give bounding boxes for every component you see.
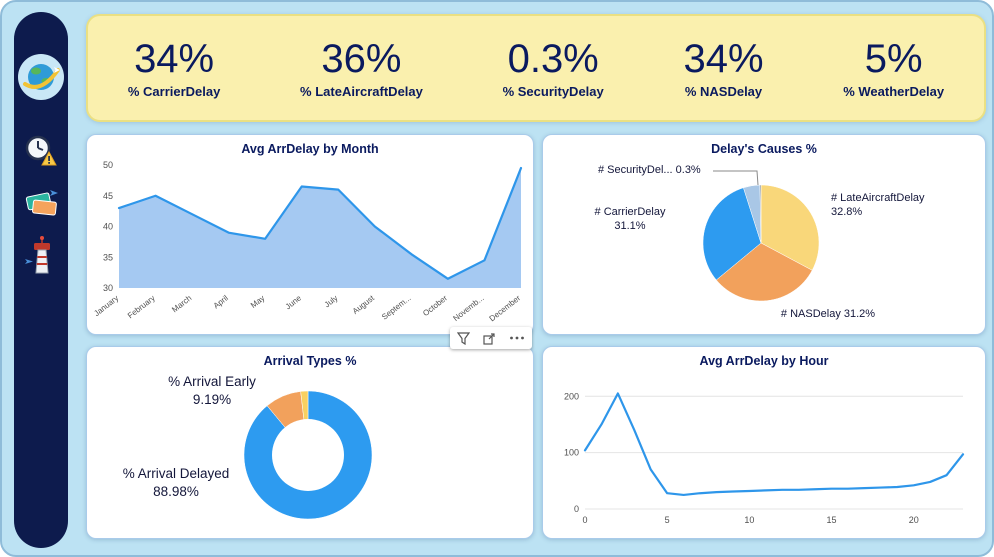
kpi-value: 34% bbox=[683, 37, 764, 81]
avg-arrdelay-by-hour-line-chart[interactable]: 0 100 200 0 5 10 15 20 bbox=[553, 375, 977, 533]
kpi-weather-delay: 5% % WeatherDelay bbox=[843, 37, 944, 99]
svg-text:50: 50 bbox=[103, 160, 113, 170]
visual-hover-toolbar bbox=[450, 327, 532, 349]
airline-logo-icon[interactable] bbox=[18, 54, 64, 100]
control-tower-icon bbox=[25, 236, 50, 274]
svg-text:July: July bbox=[323, 293, 340, 309]
kpi-label: % WeatherDelay bbox=[843, 84, 945, 99]
svg-text:June: June bbox=[284, 293, 304, 311]
svg-text:40: 40 bbox=[103, 222, 113, 232]
svg-text:45: 45 bbox=[103, 191, 113, 201]
svg-text:0: 0 bbox=[582, 515, 587, 525]
svg-text:10: 10 bbox=[744, 515, 754, 525]
svg-text:0: 0 bbox=[574, 504, 579, 514]
svg-text:5: 5 bbox=[665, 515, 670, 525]
delay-causes-pie-chart[interactable] bbox=[671, 155, 851, 327]
kpi-value: 0.3% bbox=[507, 37, 599, 81]
kpi-label: % SecurityDelay bbox=[502, 84, 604, 99]
card-arrival-types: Arrival Types % % Arrival Early 9.19% % … bbox=[86, 346, 534, 539]
card-avg-arrdelay-by-month: Avg ArrDelay by Month 30 35 40 45 50 January F… bbox=[86, 134, 534, 335]
svg-text:Septem...: Septem... bbox=[380, 293, 413, 321]
svg-text:April: April bbox=[212, 293, 230, 310]
kpi-label: % LateAircraftDelay bbox=[300, 84, 423, 99]
kpi-label: % NASDelay bbox=[684, 84, 763, 99]
card-avg-arrdelay-by-hour: Avg ArrDelay by Hour 0 100 200 0 5 10 15 20 bbox=[542, 346, 986, 539]
svg-text:35: 35 bbox=[103, 252, 113, 262]
svg-text:30: 30 bbox=[103, 283, 113, 293]
svg-text:February: February bbox=[126, 293, 157, 320]
filter-funnel-icon[interactable] bbox=[456, 331, 470, 345]
kpi-banner: 34% % CarrierDelay 36% % LateAircraftDel… bbox=[86, 14, 986, 122]
kpi-nas-delay: 34% % NASDelay bbox=[683, 37, 763, 99]
airport-tower-icon[interactable] bbox=[21, 236, 61, 276]
donut-label-arrival-early: % Arrival Early 9.19% bbox=[168, 374, 256, 408]
tickets-plane-icon bbox=[25, 190, 58, 216]
chart-title: Avg ArrDelay by Month bbox=[241, 142, 379, 156]
arrival-types-donut-chart[interactable] bbox=[223, 375, 393, 537]
avg-arrdelay-by-month-area-chart[interactable]: 30 35 40 45 50 January February March April May Ju… bbox=[93, 157, 531, 333]
card-delay-causes: Delay's Causes % # SecurityDel... 0.3% #… bbox=[542, 134, 986, 335]
delay-clock-icon[interactable] bbox=[21, 132, 61, 172]
svg-text:Novemb...: Novemb... bbox=[451, 293, 485, 323]
svg-text:August: August bbox=[351, 293, 377, 316]
kpi-value: 36% bbox=[321, 37, 402, 81]
pie-label-nas-delay: # NASDelay 31.2% bbox=[780, 308, 876, 320]
pie-label-security-delay: # SecurityDel... 0.3% bbox=[598, 164, 701, 176]
kpi-label: % CarrierDelay bbox=[127, 84, 221, 99]
donut-label-arrival-delayed: % Arrival Delayed 88.98% bbox=[122, 466, 230, 500]
clock-warning-icon bbox=[25, 135, 57, 166]
svg-text:200: 200 bbox=[564, 391, 579, 401]
svg-text:20: 20 bbox=[909, 515, 919, 525]
svg-text:March: March bbox=[170, 293, 193, 314]
pie-label-late-aircraft-delay: # LateAircraftDelay 32.8% bbox=[831, 192, 925, 219]
globe-plane-icon bbox=[23, 64, 60, 90]
chart-title: Delay's Causes % bbox=[711, 142, 817, 156]
svg-text:100: 100 bbox=[564, 448, 579, 458]
sidebar bbox=[14, 12, 68, 548]
svg-text:January: January bbox=[93, 293, 120, 318]
more-options-icon[interactable] bbox=[509, 335, 525, 341]
focus-mode-icon[interactable] bbox=[483, 332, 496, 345]
pie-label-carrier-delay: # CarrierDelay 31.1% bbox=[594, 206, 666, 233]
svg-text:October: October bbox=[421, 293, 449, 318]
svg-text:December: December bbox=[488, 293, 523, 323]
svg-text:May: May bbox=[249, 293, 266, 309]
kpi-value: 34% bbox=[134, 37, 215, 81]
kpi-security-delay: 0.3% % SecurityDelay bbox=[503, 37, 604, 99]
chart-title: Avg ArrDelay by Hour bbox=[699, 354, 829, 368]
chart-title: Arrival Types % bbox=[263, 354, 357, 368]
svg-text:15: 15 bbox=[827, 515, 837, 525]
kpi-value: 5% bbox=[864, 37, 923, 81]
flight-tickets-icon[interactable] bbox=[21, 184, 61, 224]
kpi-carrier-delay: 34% % CarrierDelay bbox=[128, 37, 221, 99]
kpi-late-aircraft-delay: 36% % LateAircraftDelay bbox=[300, 37, 423, 99]
